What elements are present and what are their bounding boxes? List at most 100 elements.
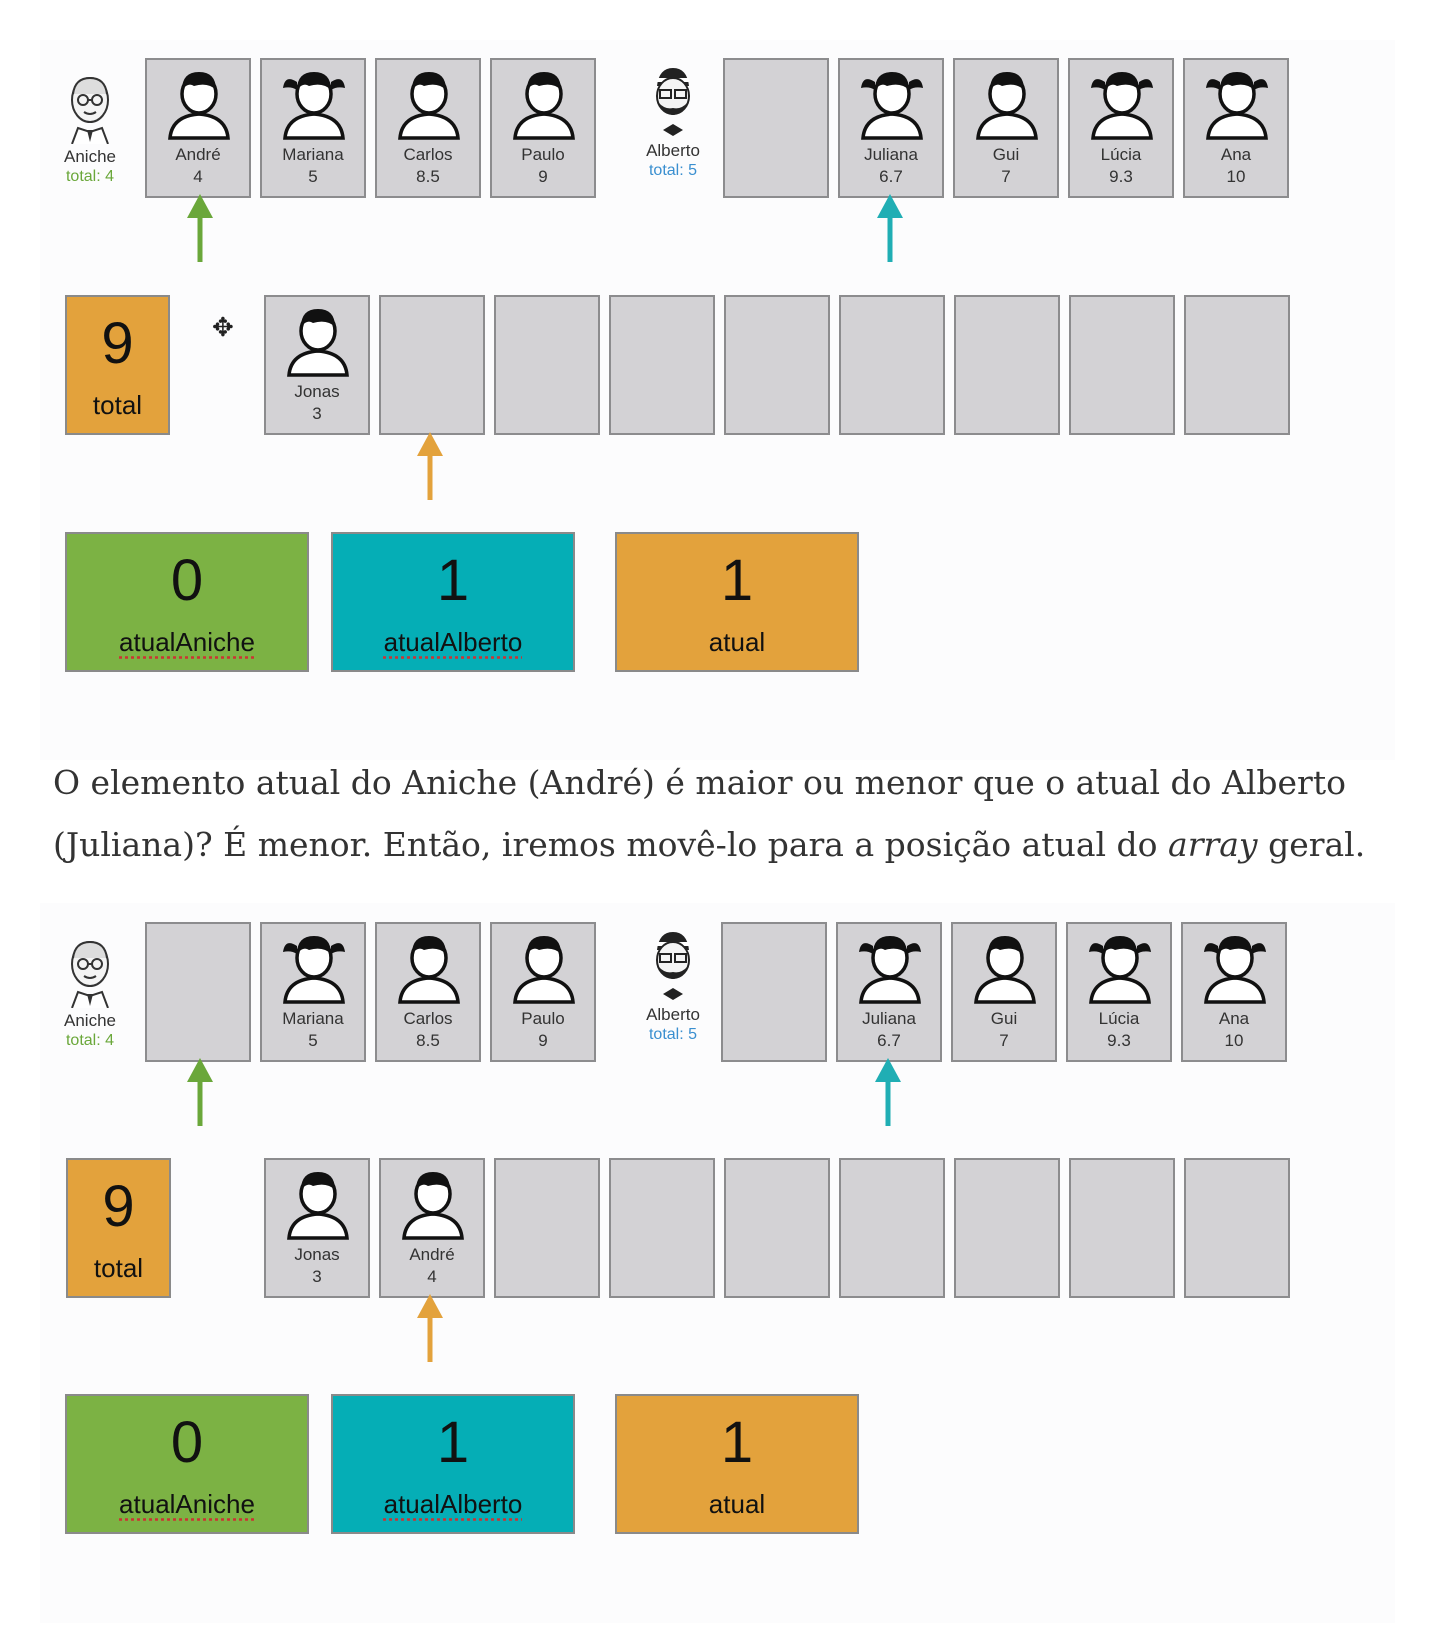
aniche-card: Mariana 5: [260, 922, 366, 1062]
counter-value: 0: [170, 548, 204, 613]
card-value: 5: [308, 1031, 318, 1050]
counter-label: atual: [708, 1489, 766, 1519]
aniche-card: Carlos 8.5: [375, 922, 481, 1062]
aniche-pointer-arrow-icon: [187, 194, 213, 262]
card-name: Gui: [992, 145, 1020, 164]
result-empty-slot: [954, 1158, 1060, 1298]
card-name: Carlos: [403, 1009, 453, 1028]
student-boy-icon: [287, 1172, 349, 1240]
aniche-card: Paulo 9: [490, 922, 596, 1062]
atual-alberto-box: 1 atualAlberto: [331, 1394, 575, 1534]
explanation-paragraph: O elemento atual do Aniche (André) é mai…: [53, 752, 1393, 876]
result-card: Jonas 3: [264, 295, 370, 435]
student-girl-icon: [1206, 72, 1268, 140]
card-name: Ana: [1218, 1009, 1250, 1028]
aniche-teacher-2: Aniche total: 4: [45, 936, 135, 1051]
card-value: 9: [538, 1031, 548, 1050]
card-name: Carlos: [403, 145, 453, 164]
result-empty-slot: [1184, 295, 1290, 435]
result-empty-slot: [1069, 1158, 1175, 1298]
counter-label: atualAniche: [119, 1489, 255, 1519]
card-value: 4: [427, 1267, 437, 1286]
move-cursor-icon: ✥: [212, 312, 234, 342]
paragraph-italic-word: array: [1168, 825, 1258, 864]
card-name: Paulo: [521, 145, 565, 164]
aniche-total: total: 4: [65, 168, 115, 185]
counter-label: atualAlberto: [383, 627, 523, 657]
result-card: André 4: [379, 1158, 485, 1298]
student-boy-icon: [168, 72, 230, 140]
student-girl-icon: [859, 936, 921, 1004]
card-value: 7: [999, 1031, 1009, 1050]
student-girl-icon: [283, 936, 345, 1004]
card-name: Paulo: [521, 1009, 565, 1028]
alberto-card: Juliana 6.7: [836, 922, 942, 1062]
student-boy-icon: [402, 1172, 464, 1240]
card-value: 10: [1224, 1031, 1244, 1050]
aniche-card: Carlos 8.5: [375, 58, 481, 198]
result-empty-slot: [494, 1158, 600, 1298]
total-box-2: 9 total: [66, 1158, 171, 1298]
card-value: 9: [538, 167, 548, 186]
student-boy-icon: [976, 72, 1038, 140]
alberto-total: total: 5: [648, 162, 698, 179]
aniche-card: Mariana 5: [260, 58, 366, 198]
alberto-card: Ana 10: [1181, 922, 1287, 1062]
total-box: 9 total: [65, 295, 170, 435]
total-value: 9: [101, 311, 134, 376]
card-name: Juliana: [862, 1009, 916, 1028]
aniche-pointer-arrow-icon: [187, 1058, 213, 1126]
aniche-total: total: 4: [65, 1032, 115, 1049]
card-name: Jonas: [294, 1245, 340, 1264]
card-name: Gui: [990, 1009, 1018, 1028]
counter-label: atualAlberto: [383, 1489, 523, 1519]
alberto-name: Alberto: [646, 141, 700, 160]
alberto-name: Alberto: [646, 1005, 700, 1024]
counter-value: 1: [436, 548, 470, 613]
student-boy-icon: [398, 936, 460, 1004]
aniche-teacher: Aniche total: 4: [45, 72, 135, 187]
card-value: 3: [312, 404, 322, 423]
student-girl-icon: [1091, 72, 1153, 140]
atual-aniche-box: 0 atualAniche: [65, 1394, 309, 1534]
atual-box: 1 atual: [615, 1394, 859, 1534]
aniche-empty-slot: [145, 922, 251, 1062]
result-empty-slot: [839, 295, 945, 435]
result-empty-slot: [724, 295, 830, 435]
card-name: Mariana: [282, 145, 344, 164]
card-value: 8.5: [416, 167, 440, 186]
paragraph-text-2: geral.: [1257, 825, 1366, 864]
student-boy-icon: [974, 936, 1036, 1004]
counter-value: 1: [720, 548, 754, 613]
alberto-empty-slot: [723, 58, 829, 198]
result-empty-slot: [494, 295, 600, 435]
atual-box: 1 atual: [615, 532, 859, 672]
teacher-aniche-icon: [71, 940, 109, 1008]
result-card: Jonas 3: [264, 1158, 370, 1298]
result-empty-slot: [1069, 295, 1175, 435]
alberto-empty-slot: [721, 922, 827, 1062]
student-boy-icon: [513, 936, 575, 1004]
total-label: total: [92, 390, 143, 420]
card-name: Jonas: [294, 382, 340, 401]
card-name: Juliana: [864, 145, 918, 164]
counter-label: atualAniche: [119, 627, 255, 657]
teacher-alberto-icon: [656, 932, 690, 1000]
alberto-card: Lúcia 9.3: [1066, 922, 1172, 1062]
alberto-total: total: 5: [648, 1026, 698, 1043]
total-label: total: [93, 1253, 144, 1283]
alberto-teacher-2: Alberto total: 5: [628, 930, 718, 1045]
student-girl-icon: [861, 72, 923, 140]
card-name: Ana: [1220, 145, 1252, 164]
atual-pointer-arrow-icon: [417, 1294, 443, 1362]
card-value: 9.3: [1107, 1031, 1131, 1050]
result-empty-slot: [609, 1158, 715, 1298]
teacher-alberto-icon: [656, 68, 690, 136]
alberto-card: Gui 7: [953, 58, 1059, 198]
card-value: 7: [1001, 167, 1011, 186]
alberto-pointer-arrow-icon: [875, 1058, 901, 1126]
counter-value: 1: [436, 1410, 470, 1475]
result-empty-slot: [609, 295, 715, 435]
alberto-card: Gui 7: [951, 922, 1057, 1062]
counter-label: atual: [708, 627, 766, 657]
